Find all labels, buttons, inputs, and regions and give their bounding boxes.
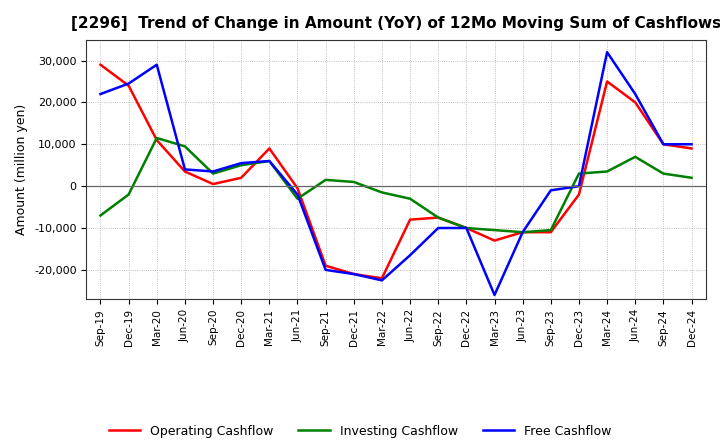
Free Cashflow [181, 167, 189, 172]
Investing Cashflow [265, 158, 274, 164]
Free Cashflow [546, 188, 555, 193]
Investing Cashflow [406, 196, 415, 202]
Free Cashflow [518, 230, 527, 235]
Investing Cashflow [209, 171, 217, 176]
Operating Cashflow [518, 230, 527, 235]
Investing Cashflow [462, 225, 471, 231]
Operating Cashflow [377, 275, 386, 281]
Investing Cashflow [546, 227, 555, 233]
Operating Cashflow [406, 217, 415, 222]
Free Cashflow [293, 192, 302, 197]
Free Cashflow [603, 50, 611, 55]
Free Cashflow [687, 142, 696, 147]
Line: Operating Cashflow: Operating Cashflow [101, 65, 691, 278]
Operating Cashflow [209, 181, 217, 187]
Free Cashflow [490, 292, 499, 297]
Line: Investing Cashflow: Investing Cashflow [101, 138, 691, 232]
Free Cashflow [631, 92, 639, 97]
Investing Cashflow [575, 171, 583, 176]
Investing Cashflow [659, 171, 667, 176]
Operating Cashflow [546, 230, 555, 235]
Investing Cashflow [125, 192, 133, 197]
Free Cashflow [575, 183, 583, 189]
Investing Cashflow [434, 215, 443, 220]
Investing Cashflow [237, 162, 246, 168]
Investing Cashflow [181, 144, 189, 149]
Free Cashflow [125, 81, 133, 86]
Free Cashflow [462, 225, 471, 231]
Operating Cashflow [687, 146, 696, 151]
Free Cashflow [321, 267, 330, 272]
Operating Cashflow [434, 215, 443, 220]
Operating Cashflow [237, 175, 246, 180]
Title: [2296]  Trend of Change in Amount (YoY) of 12Mo Moving Sum of Cashflows: [2296] Trend of Change in Amount (YoY) o… [71, 16, 720, 32]
Investing Cashflow [349, 180, 358, 185]
Investing Cashflow [293, 196, 302, 202]
Operating Cashflow [181, 169, 189, 174]
Operating Cashflow [462, 225, 471, 231]
Operating Cashflow [575, 192, 583, 197]
Operating Cashflow [490, 238, 499, 243]
Operating Cashflow [321, 263, 330, 268]
Line: Free Cashflow: Free Cashflow [101, 52, 691, 295]
Investing Cashflow [518, 230, 527, 235]
Investing Cashflow [603, 169, 611, 174]
Free Cashflow [265, 158, 274, 164]
Free Cashflow [659, 142, 667, 147]
Operating Cashflow [631, 100, 639, 105]
Investing Cashflow [631, 154, 639, 159]
Free Cashflow [349, 271, 358, 277]
Operating Cashflow [349, 271, 358, 277]
Free Cashflow [96, 92, 105, 97]
Operating Cashflow [96, 62, 105, 67]
Investing Cashflow [687, 175, 696, 180]
Operating Cashflow [659, 142, 667, 147]
Investing Cashflow [321, 177, 330, 183]
Free Cashflow [434, 225, 443, 231]
Operating Cashflow [125, 83, 133, 88]
Free Cashflow [209, 169, 217, 174]
Free Cashflow [237, 161, 246, 166]
Investing Cashflow [153, 136, 161, 141]
Free Cashflow [406, 253, 415, 258]
Investing Cashflow [96, 213, 105, 218]
Operating Cashflow [265, 146, 274, 151]
Investing Cashflow [377, 190, 386, 195]
Operating Cashflow [603, 79, 611, 84]
Free Cashflow [377, 278, 386, 283]
Free Cashflow [153, 62, 161, 67]
Legend: Operating Cashflow, Investing Cashflow, Free Cashflow: Operating Cashflow, Investing Cashflow, … [104, 420, 616, 440]
Y-axis label: Amount (million yen): Amount (million yen) [16, 104, 29, 235]
Operating Cashflow [153, 137, 161, 143]
Operating Cashflow [293, 186, 302, 191]
Investing Cashflow [490, 227, 499, 233]
